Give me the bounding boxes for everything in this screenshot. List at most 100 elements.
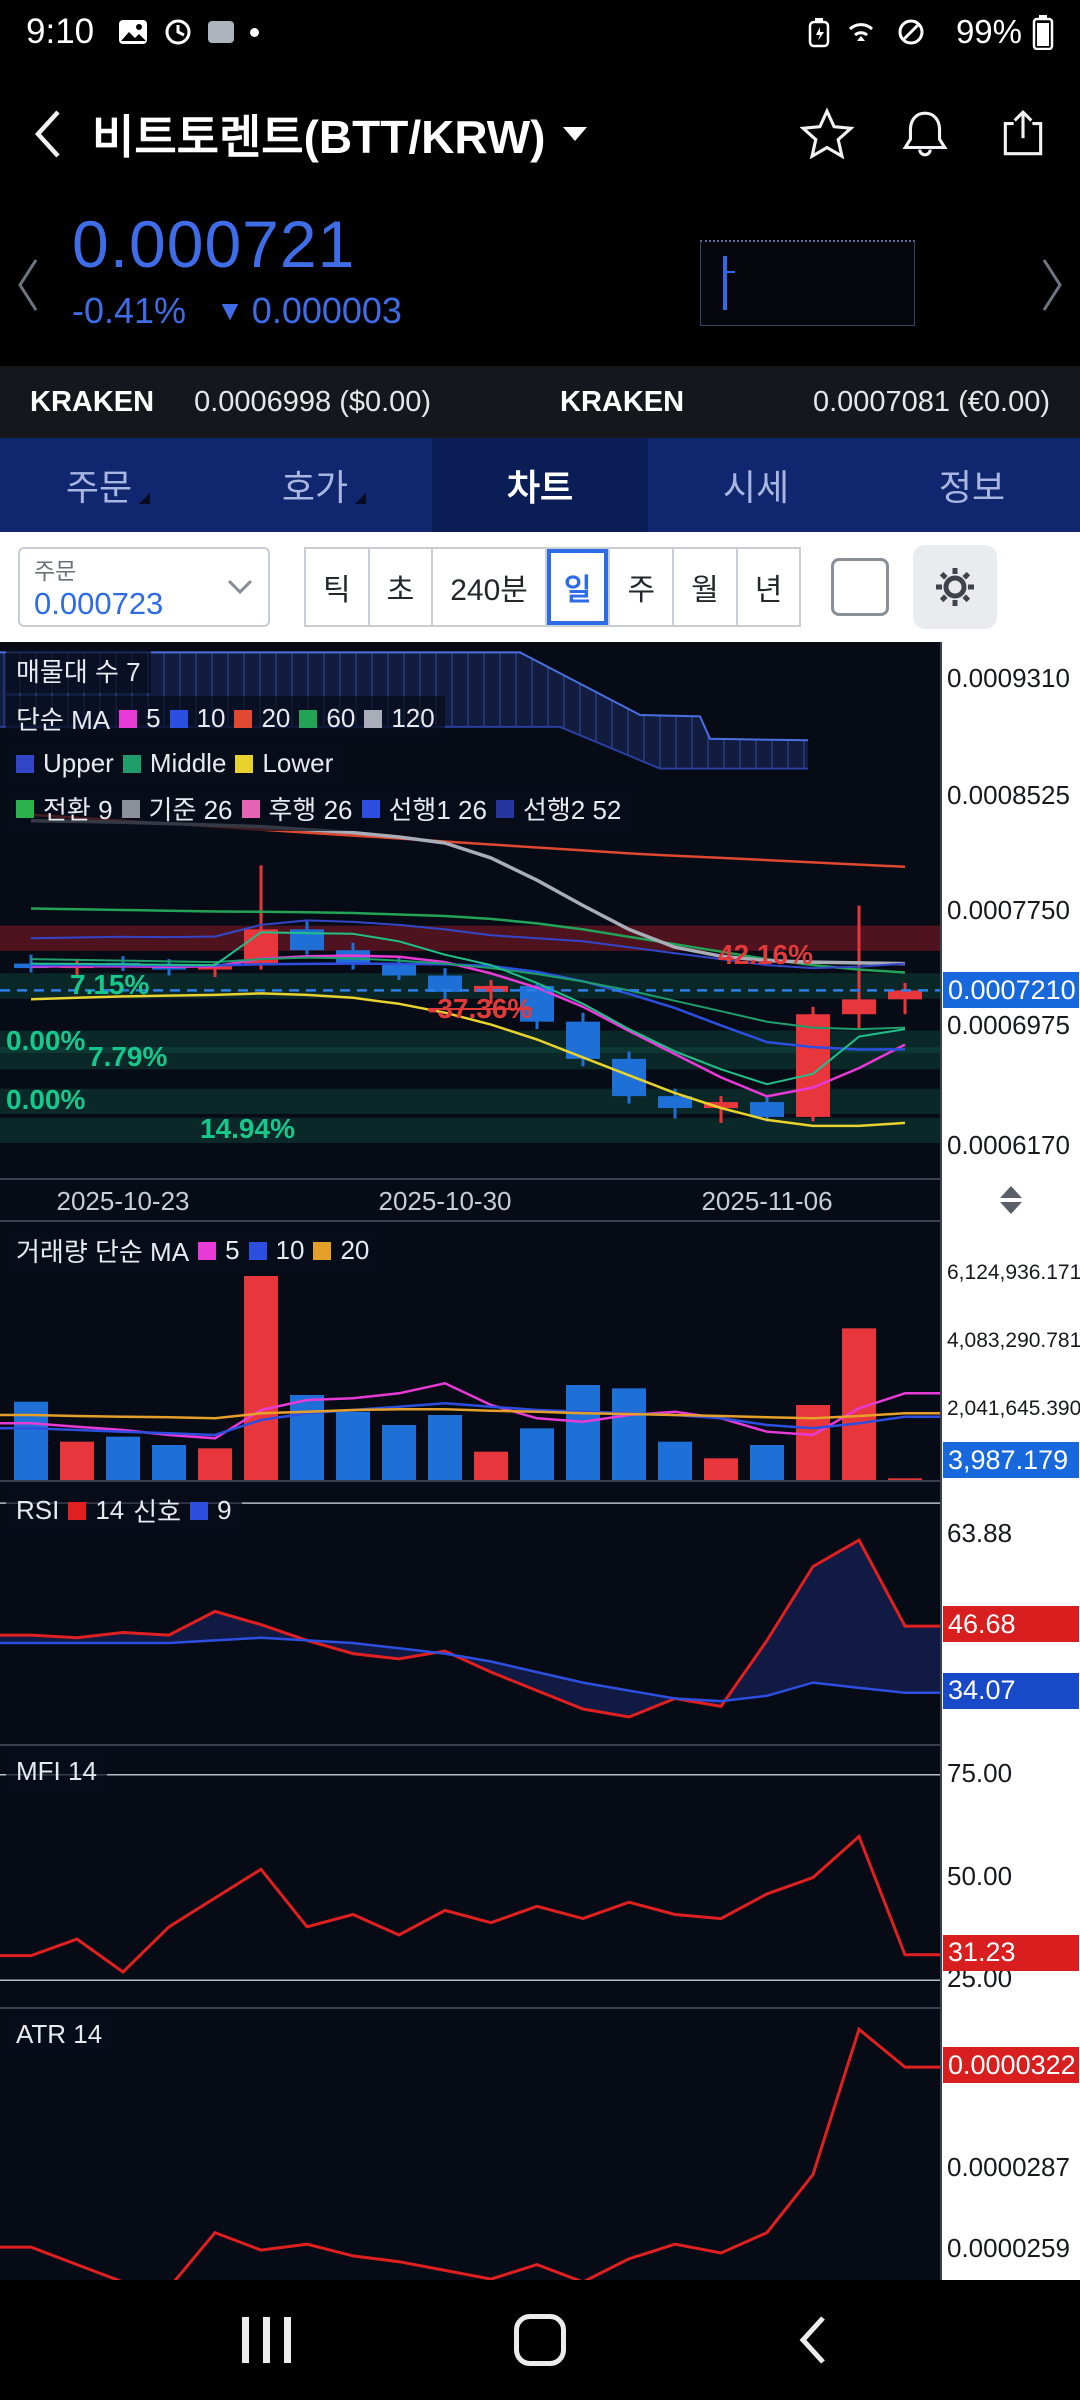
rsi-axis[interactable]: 63.88 46.68 34.07 (942, 1480, 1080, 1744)
axis-tick: 50.00 (947, 1860, 1013, 1891)
line-ma60 (30, 907, 906, 974)
exchange-price: 0.0006998 ($0.00) (194, 385, 432, 418)
timeframe-tick[interactable]: 틱 (306, 549, 368, 625)
main-price-axis[interactable]: 0.0009310 0.0008525 0.0007750 0.0006975 0.00… (942, 642, 1080, 1178)
axis-tick: 0.0006975 (947, 1010, 1070, 1041)
order-type-dropdown[interactable]: 주문 0.000723 (18, 547, 270, 627)
tab-label: 차트 (506, 467, 574, 508)
submenu-marker-icon (139, 492, 151, 504)
battery-percent: 99% (955, 13, 1022, 50)
chart-legend: 전환 9 기준 26 후행 26 선행1 26 선행2 52 (6, 786, 632, 831)
recents-button[interactable] (130, 2317, 403, 2363)
timeframe-year[interactable]: 년 (735, 549, 800, 625)
legend-label: 120 (391, 703, 435, 733)
favorite-button[interactable] (800, 107, 854, 161)
submenu-marker-icon (355, 492, 367, 504)
exchange-price: 0.0007081 (€0.00) (812, 385, 1050, 418)
date-tick-label: 2025-11-06 (701, 1186, 833, 1216)
next-symbol-button[interactable] (1038, 254, 1066, 316)
timeframe-day[interactable]: 일 (544, 549, 609, 625)
legend-label: RSI (16, 1495, 60, 1525)
line-ma5 (30, 954, 906, 1098)
chart-legend: ATR 14 (6, 2015, 113, 2054)
legend-label: 10 (275, 1235, 305, 1265)
volume-panel[interactable]: 거래량 단순 MA 5 10 20 (0, 1222, 940, 1480)
legend-label: 신호 (133, 1497, 182, 1527)
main-candlestick-panel[interactable]: 매물대 수 7 단순 MA 5 10 20 60 120 Upper Middle Lower 전환… (0, 642, 940, 1178)
legend-label: 14 (95, 1495, 125, 1525)
back-nav-icon (799, 2316, 826, 2364)
legend-color-swatch (364, 709, 383, 728)
alerts-button[interactable] (898, 107, 952, 161)
legend-color-swatch (121, 799, 140, 818)
price-level-annotation: 0.00% (6, 1084, 86, 1116)
legend-color-swatch (190, 1501, 209, 1520)
timeframe-month[interactable]: 월 (672, 549, 736, 625)
share-button[interactable] (996, 107, 1050, 161)
rsi-panel[interactable]: RSI 14 신호 9 (0, 1480, 940, 1744)
chart-legend: RSI 14 신호 9 (6, 1488, 242, 1533)
page-title[interactable]: 비트토렌트(BTT/KRW) (92, 111, 546, 163)
tab-orderbook[interactable]: 호가 (216, 438, 432, 532)
axis-tick: 6,124,936.171 (947, 1260, 1080, 1284)
volume-vma20 (0, 1408, 940, 1420)
timeframe-240min[interactable]: 240분 (431, 549, 545, 625)
chart-style-button[interactable] (831, 558, 890, 616)
legend-label: 5 (146, 703, 161, 733)
main-tab-bar: 주문 호가 차트 시세 정보 (0, 438, 1080, 532)
chart-settings-button[interactable] (913, 545, 998, 629)
mini-chart-line (723, 256, 735, 310)
atr-ATR (0, 2026, 940, 2280)
axis-resize-handle[interactable] (1000, 1186, 1022, 1214)
order-price-value: 0.000723 (34, 586, 164, 621)
atr-panel[interactable]: ATR 14 (0, 2007, 940, 2280)
tab-label: 주문 (65, 467, 133, 508)
mfi-axis[interactable]: 75.00 50.00 25.00 31.23 (942, 1744, 1080, 2007)
legend-label: 단순 MA (16, 705, 111, 735)
date-axis: 2025-10-23 2025-10-30 2025-11-06 (0, 1178, 940, 1222)
price-axis-column[interactable]: 0.0009310 0.0008525 0.0007750 0.0006975 0.00… (940, 642, 1080, 2280)
order-type-label: 주문 (34, 558, 77, 584)
battery-icon (1032, 14, 1054, 50)
tab-info[interactable]: 정보 (864, 438, 1080, 532)
tab-order[interactable]: 주문 (0, 438, 216, 532)
axis-tick: 2,041,645.390 (947, 1396, 1080, 1420)
chart-plots[interactable]: 매물대 수 7 단순 MA 5 10 20 60 120 Upper Middle Lower 전환… (0, 642, 940, 2280)
screenshot-icon (208, 21, 235, 43)
legend-label: 선행2 52 (522, 795, 622, 825)
tab-chart[interactable]: 차트 (432, 438, 648, 532)
legend-label: Lower (262, 748, 334, 778)
legend-color-swatch (16, 754, 34, 773)
timeframe-selector: 틱 초 240분 일 주 월 년 (304, 547, 802, 627)
current-price: 0.000721 (72, 207, 356, 281)
timeframe-week[interactable]: 주 (608, 549, 673, 625)
atr-axis[interactable]: 0.0000287 0.0000259 0.0000322 (942, 2007, 1080, 2280)
legend-label: 거래량 단순 MA (16, 1237, 190, 1267)
value-chip: 31.23 (943, 1934, 1079, 1971)
legend-label: 후행 26 (268, 795, 353, 825)
notification-dot (250, 27, 260, 37)
mini-chart-preview[interactable] (700, 240, 915, 326)
exchange-ticker-bar: KRAKEN 0.0006998 ($0.00) KRAKEN 0.000708… (0, 366, 1080, 438)
chart-legend: 거래량 단순 MA 5 10 20 (6, 1228, 380, 1273)
timeframe-second[interactable]: 초 (367, 549, 432, 625)
data-arrows-icon (846, 17, 880, 47)
axis-tick: 4,083,290.781 (947, 1328, 1080, 1352)
gear-icon (936, 568, 975, 606)
back-button[interactable] (30, 106, 66, 162)
legend-label: MFI 14 (16, 1756, 97, 1786)
battery-saver-icon (808, 16, 830, 48)
legend-label: Upper (43, 748, 114, 778)
tab-quotes[interactable]: 시세 (648, 438, 864, 532)
app-header: 비트토렌트(BTT/KRW) (0, 64, 1080, 204)
date-tick-label: 2025-10-23 (56, 1186, 190, 1216)
volume-axis[interactable]: 6,124,936.171 4,083,290.781 2,041,645.390 3… (942, 1222, 1080, 1480)
title-dropdown-caret-icon[interactable] (563, 127, 588, 141)
back-nav-button[interactable] (677, 2310, 950, 2370)
home-button[interactable] (403, 2314, 676, 2366)
legend-label: 20 (261, 703, 291, 733)
mfi-panel[interactable]: MFI 14 (0, 1744, 940, 2007)
legend-label: 9 (217, 1495, 232, 1525)
price-summary: 0.000721 -0.41% ▼ 0.000003 (0, 204, 1080, 366)
prev-symbol-button[interactable] (14, 254, 42, 316)
